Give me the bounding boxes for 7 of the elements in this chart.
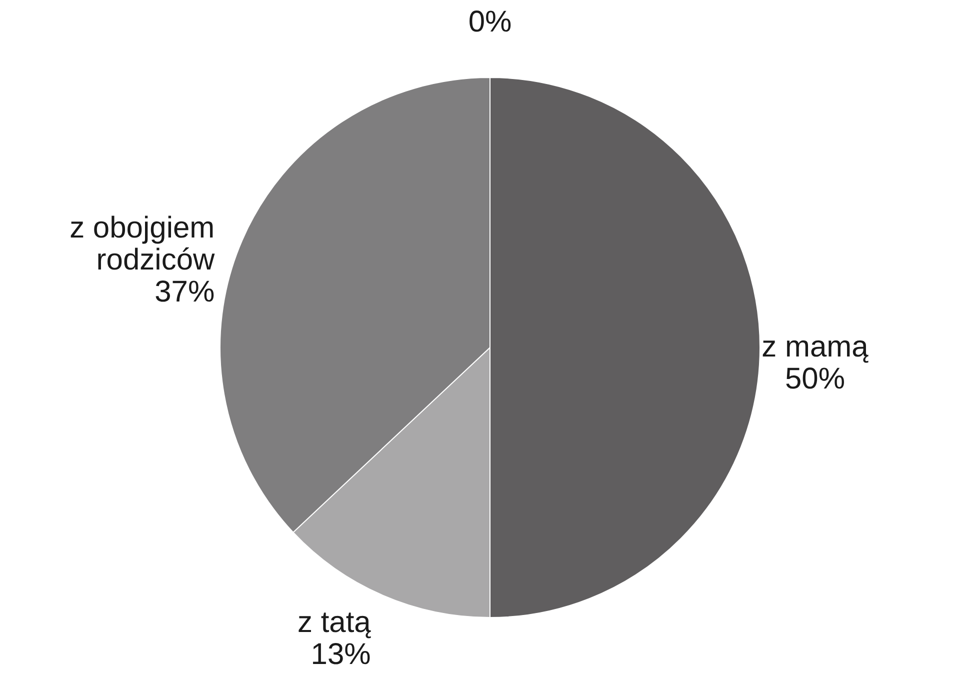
data-label: 50% [784,362,846,396]
slice-label: z obojgiem rodziców [70,211,216,276]
text: 0% [468,6,512,38]
slice-label: z mamą [762,330,869,364]
data-label: 13% [310,638,371,671]
data-label: 37% [154,275,215,308]
slice-label: z tatą [297,606,372,639]
